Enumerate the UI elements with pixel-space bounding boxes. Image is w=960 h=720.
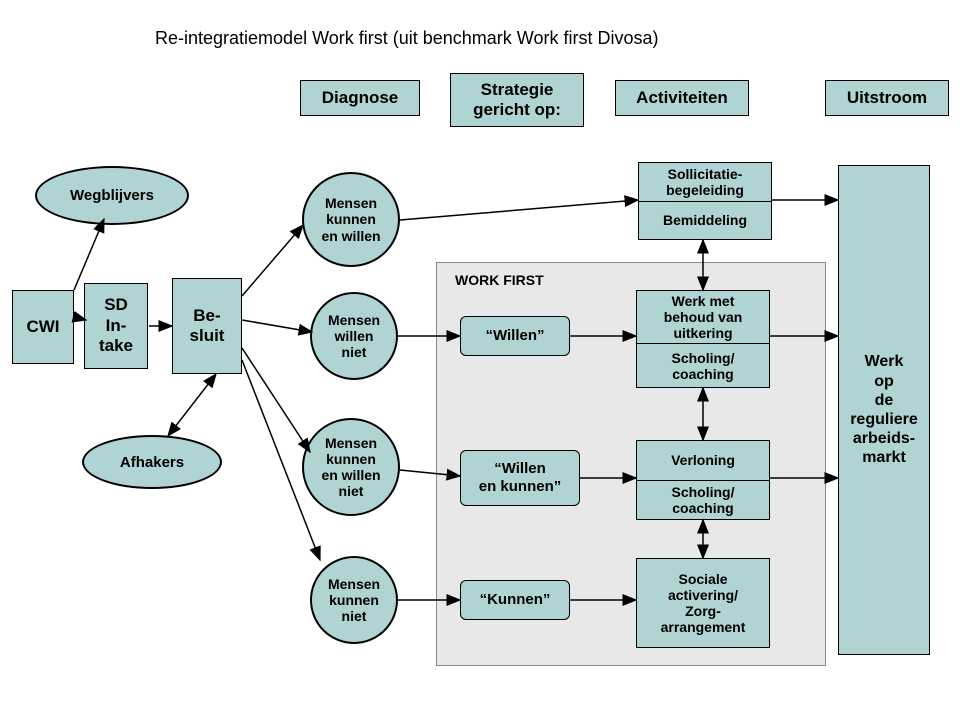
header-diagnose: Diagnose	[300, 80, 420, 116]
node-diag2: Mensen willen niet	[310, 292, 398, 380]
node-act3: Verloning Scholing/ coaching	[636, 440, 770, 520]
node-strat-willen: “Willen”	[460, 316, 570, 356]
node-diag1: Mensen kunnen en willen	[302, 172, 400, 267]
node-diag3: Mensen kunnen en willen niet	[302, 418, 400, 516]
node-wegblijvers: Wegblijvers	[35, 166, 189, 225]
act1-row1: Sollicitatie- begeleiding	[639, 163, 771, 201]
node-afhakers: Afhakers	[82, 435, 222, 489]
node-act2: Werk met behoud van uitkering Scholing/ …	[636, 290, 770, 388]
act3-row2: Scholing/ coaching	[637, 480, 769, 520]
node-act1: Sollicitatie- begeleiding Bemiddeling	[638, 162, 772, 240]
node-strat-kunnen: “Kunnen”	[460, 580, 570, 620]
node-outflow: Werk op de reguliere arbeids- markt	[838, 165, 930, 655]
node-besluit: Be- sluit	[172, 278, 242, 374]
act1-row2: Bemiddeling	[639, 201, 771, 240]
header-strategie: Strategie gericht op:	[450, 73, 584, 127]
node-cwi: CWI	[12, 290, 74, 364]
act2-row1: Werk met behoud van uitkering	[637, 291, 769, 343]
header-uitstroom: Uitstroom	[825, 80, 949, 116]
panel-work-first-label: WORK FIRST	[455, 272, 544, 288]
act3-row1: Verloning	[637, 441, 769, 480]
node-act4: Sociale activering/ Zorg- arrangement	[636, 558, 770, 648]
node-intake: SD In- take	[84, 283, 148, 369]
page-title: Re-integratiemodel Work first (uit bench…	[155, 28, 658, 49]
node-diag4: Mensen kunnen niet	[310, 556, 398, 644]
act2-row2: Scholing/ coaching	[637, 343, 769, 387]
header-activiteiten: Activiteiten	[615, 80, 749, 116]
node-strat-willen-kunnen: “Willen en kunnen”	[460, 450, 580, 506]
